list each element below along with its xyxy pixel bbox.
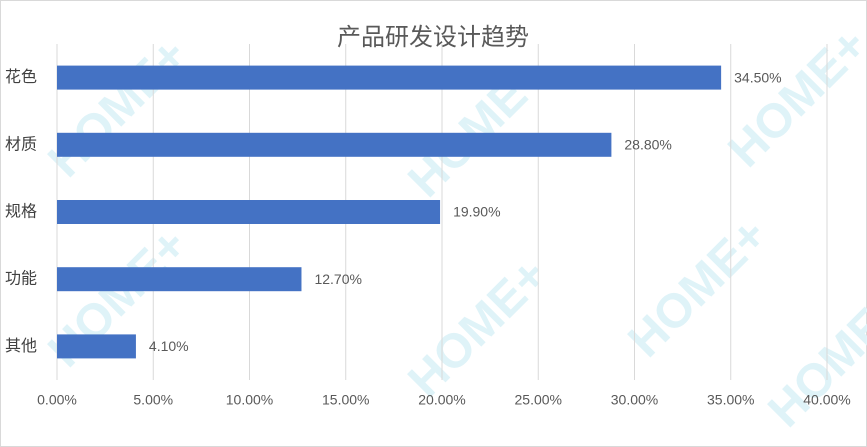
x-tick-label: 10.00% <box>226 392 273 408</box>
x-tick-label: 0.00% <box>37 392 77 408</box>
value-label: 34.50% <box>734 69 781 85</box>
y-tick-label: 功能 <box>5 269 37 288</box>
y-tick-label: 规格 <box>5 202 37 221</box>
value-label: 12.70% <box>314 271 361 287</box>
x-tick-label: 35.00% <box>707 392 754 408</box>
y-tick-label: 材质 <box>5 134 37 153</box>
value-label: 28.80% <box>624 137 671 153</box>
x-tick-label: 20.00% <box>418 392 465 408</box>
x-tick-label: 30.00% <box>611 392 658 408</box>
y-tick-label: 其他 <box>5 336 37 355</box>
bar <box>57 334 136 359</box>
value-label: 19.90% <box>453 204 500 220</box>
x-tick-label: 25.00% <box>515 392 562 408</box>
value-label: 4.10% <box>149 338 189 354</box>
x-tick-label: 15.00% <box>322 392 369 408</box>
y-tick-label: 花色 <box>5 67 37 86</box>
bar <box>57 65 722 90</box>
x-tick-label: 40.00% <box>803 392 850 408</box>
bar <box>57 200 441 224</box>
bar <box>57 132 612 157</box>
bar <box>57 267 302 292</box>
chart-title: 产品研发设计趋势 <box>337 23 529 51</box>
x-tick-label: 5.00% <box>133 392 173 408</box>
